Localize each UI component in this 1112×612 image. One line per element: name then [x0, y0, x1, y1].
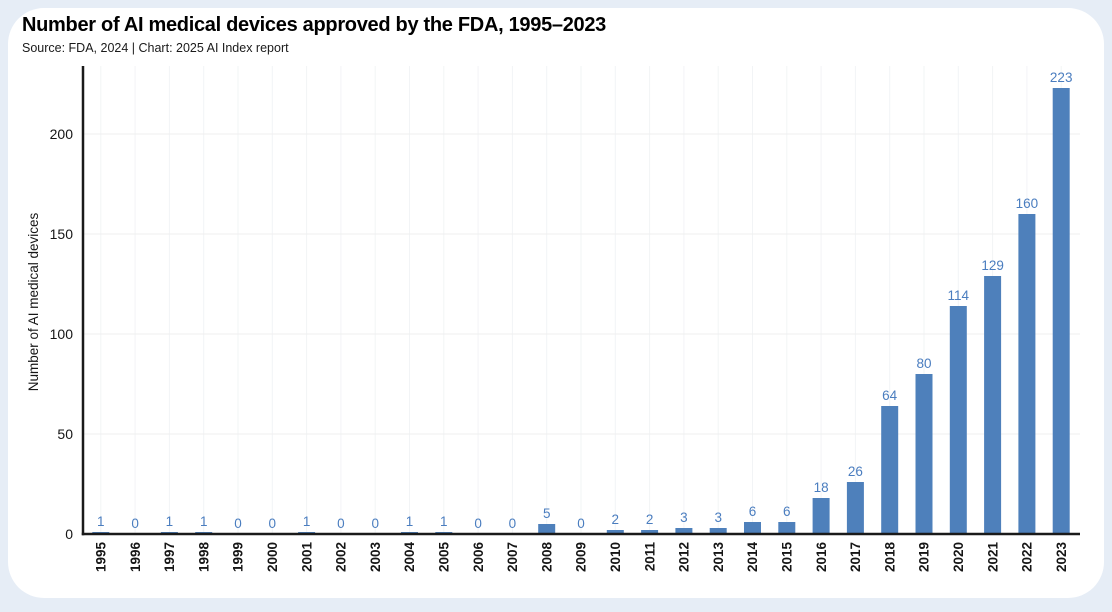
y-axis-tick-label: 200 [50, 126, 74, 142]
bar [812, 498, 830, 534]
x-axis-tick-label: 2016 [814, 542, 829, 573]
y-axis-tick-label: 0 [65, 526, 73, 542]
y-axis-tick-labels: 0 50 100 150 200 [50, 126, 74, 542]
bar-value-label: 0 [474, 516, 482, 531]
bar-value-label: 0 [577, 516, 585, 531]
bar-value-label: 80 [916, 356, 931, 371]
x-axis-tick-label: 2009 [574, 542, 589, 572]
bar [984, 276, 1002, 534]
bars [92, 88, 1070, 534]
horizontal-gridlines [83, 133, 1080, 435]
bar-value-label: 0 [269, 516, 277, 531]
bar [606, 530, 624, 534]
bar-value-label: 1 [166, 514, 174, 529]
x-axis-tick-label: 2004 [402, 542, 417, 573]
bar-value-label: 0 [337, 516, 345, 531]
x-axis-tick-label: 2000 [265, 542, 280, 572]
chart-subtitle: Source: FDA, 2024 | Chart: 2025 AI Index… [22, 41, 289, 55]
x-axis-tick-label: 1996 [128, 542, 143, 573]
bar-value-label: 0 [234, 516, 242, 531]
x-axis-tick-label: 2010 [608, 542, 623, 572]
bar [846, 482, 864, 534]
bar [1018, 214, 1036, 534]
bar-value-label: 129 [981, 258, 1004, 273]
bar-value-label: 64 [882, 388, 898, 403]
y-axis-tick-label: 50 [57, 426, 73, 442]
bar-value-label: 6 [749, 504, 757, 519]
bar-value-label: 18 [814, 480, 829, 495]
bar-value-label: 223 [1050, 70, 1073, 85]
bar-value-label: 3 [680, 510, 688, 525]
bar-value-label: 2 [612, 512, 620, 527]
bar [709, 528, 727, 534]
x-axis-tick-label: 2013 [711, 542, 726, 573]
x-axis-tick-label: 2002 [334, 542, 349, 572]
bar [641, 530, 659, 534]
bar-value-label: 6 [783, 504, 791, 519]
bar [949, 306, 967, 534]
x-axis-tick-label: 2015 [780, 542, 795, 573]
x-axis-tick-label: 2012 [677, 542, 692, 572]
bar [538, 524, 556, 534]
x-axis-tick-label: 1998 [196, 542, 211, 573]
bar [915, 374, 933, 534]
axes [81, 66, 1080, 536]
bar-value-label: 0 [371, 516, 379, 531]
bar [1052, 88, 1070, 534]
bar-value-label: 0 [131, 516, 139, 531]
x-axis-tick-label: 2003 [368, 542, 383, 573]
x-axis-tick-label: 2020 [951, 542, 966, 572]
x-axis-tick-label: 2001 [299, 542, 314, 573]
bar-value-label: 0 [509, 516, 517, 531]
bar-value-label: 5 [543, 506, 551, 521]
x-axis-tick-label: 2018 [882, 542, 897, 573]
bar-value-label: 26 [848, 464, 863, 479]
y-axis-tick-label: 150 [50, 226, 74, 242]
x-axis-tick-label: 2019 [917, 542, 932, 572]
bar-value-label: 1 [406, 514, 414, 529]
bar-value-labels: 1 0 1 1 0 0 1 0 0 1 1 0 050 2 2 3 3 6 61826648011412916022… [97, 70, 1072, 531]
bar-value-label: 160 [1016, 196, 1039, 211]
x-axis-tick-label: 2008 [539, 542, 554, 573]
chart-header: Number of AI medical devices approved by… [22, 13, 606, 55]
x-axis-tick-label: 2021 [985, 542, 1000, 573]
bar-value-label: 114 [948, 288, 970, 303]
bar-value-label: 1 [440, 514, 448, 529]
x-axis-tick-label: 1999 [231, 542, 246, 572]
x-axis-tick-label: 2006 [471, 542, 486, 573]
y-axis-title: Number of AI medical devices [26, 212, 41, 391]
x-axis-tick-label: 2022 [1020, 542, 1035, 572]
bar [881, 406, 899, 534]
x-axis-tick-label: 2007 [505, 542, 520, 572]
bar-value-label: 3 [714, 510, 722, 525]
x-axis-tick-labels: 1995 1996 1997 1998 1999 2000 2001 2002 2003 2004… [94, 542, 1069, 573]
chart-title: Number of AI medical devices approved by… [22, 14, 607, 36]
x-axis-tick-label: 1995 [94, 542, 109, 573]
y-axis-tick-label: 100 [50, 326, 74, 342]
x-axis-tick-label: 2014 [745, 542, 760, 573]
bar-value-label: 2 [646, 512, 654, 527]
bar [675, 528, 693, 534]
x-axis-tick-label: 1997 [162, 542, 177, 572]
x-axis-tick-label: 2017 [848, 542, 863, 572]
x-axis-tick-label: 2023 [1054, 542, 1069, 573]
bar-value-label: 1 [200, 514, 208, 529]
x-axis-tick-label: 2005 [437, 542, 452, 573]
bar [744, 522, 761, 534]
bar-value-label: 1 [97, 514, 105, 529]
bar [778, 522, 796, 534]
x-axis-tick-label: 2011 [642, 542, 657, 572]
bar-value-label: 1 [303, 514, 311, 529]
